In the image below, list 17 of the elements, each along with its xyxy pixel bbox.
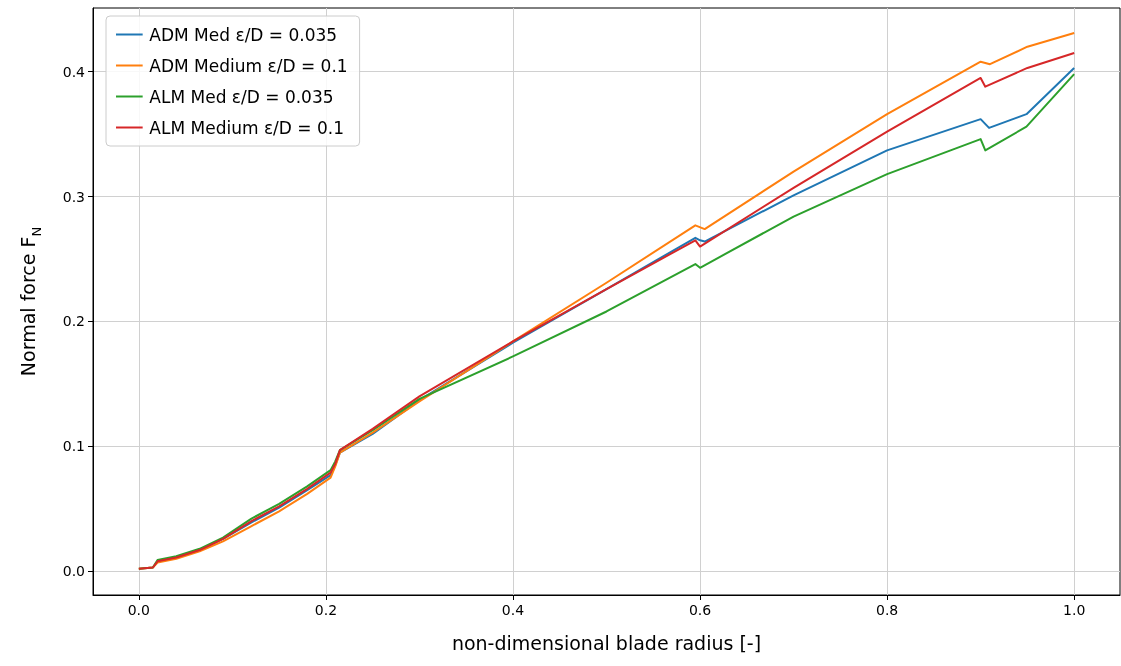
y-tick-label: 0.4 (62, 63, 86, 80)
x-tick-label: 1.0 (1063, 602, 1086, 618)
x-tick-label: 0.6 (688, 602, 712, 618)
x-tick-label: 0.0 (127, 602, 150, 618)
y-tick-label: 0.2 (62, 313, 85, 330)
legend-label: ALM Med ε/D = 0.035 (149, 86, 334, 107)
y-tick-label: 0.3 (62, 188, 85, 205)
y-tick-label: 0.0 (62, 563, 85, 580)
x-tick-label: 0.4 (501, 602, 525, 618)
legend-label: ADM Med ε/D = 0.035 (149, 24, 338, 45)
x-axis-title: non-dimensional blade radius [-] (451, 631, 762, 654)
legend-label: ADM Medium ε/D = 0.1 (149, 55, 348, 76)
y-axis-title: Normal force FN (16, 226, 44, 377)
x-tick-label: 0.2 (314, 602, 338, 618)
x-tick-label: 0.8 (875, 602, 899, 618)
legend-label: ALM Medium ε/D = 0.1 (149, 117, 344, 138)
y-tick-label: 0.1 (62, 438, 85, 455)
